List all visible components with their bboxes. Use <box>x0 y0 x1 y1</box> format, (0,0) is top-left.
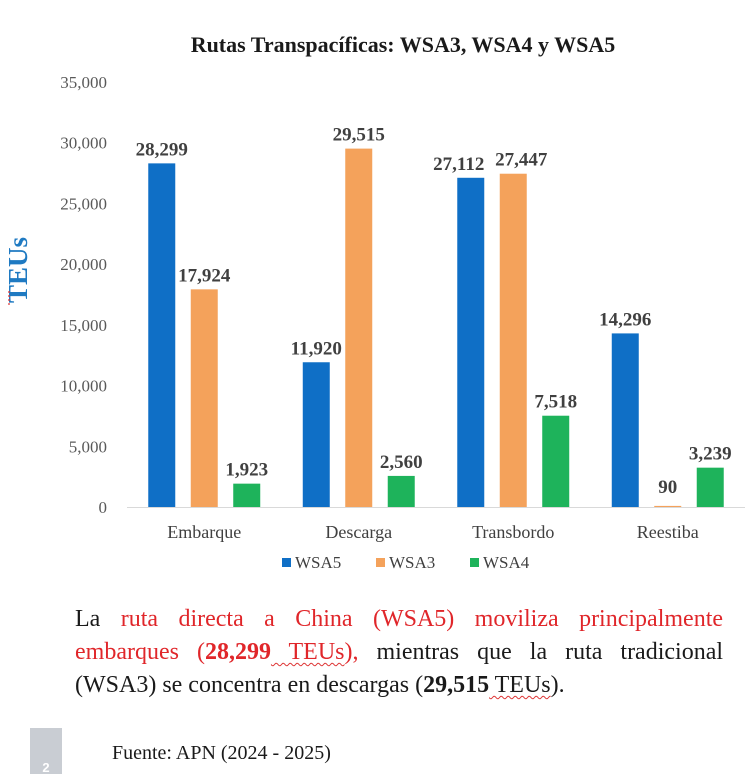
slide-number: 2 <box>30 728 62 774</box>
x-tick-label: Descarga <box>325 522 392 542</box>
bar-wsa5-embarque <box>148 163 176 507</box>
caption-highlight: ruta directa a China (WSA5) moviliza pri… <box>75 606 723 665</box>
y-tick-label: 5,000 <box>69 437 107 456</box>
bar-wsa4-embarque <box>233 483 261 507</box>
bar-wsa4-descarga <box>387 475 415 507</box>
y-tick-label: 10,000 <box>60 377 107 396</box>
caption: La ruta directa a China (WSA5) moviliza … <box>75 603 723 702</box>
caption-text-6: mientras que la ruta tradicional (WSA3) … <box>75 639 724 698</box>
legend-swatch-wsa4 <box>470 558 479 567</box>
y-tick-label: 30,000 <box>60 134 107 153</box>
chart-title: Rutas Transpacíficas: WSA3, WSA4 y WSA5 <box>191 32 616 57</box>
x-axis: Embarque Descarga Transbordo Reestiba <box>127 507 745 542</box>
data-label-wsa3-embarque: 17,924 <box>178 265 231 286</box>
y-axis: 0 5,000 10,000 15,000 20,000 25,000 30,000 35,0… <box>60 73 107 517</box>
y-tick-label: 15,000 <box>60 316 107 335</box>
x-tick-label: Transbordo <box>472 522 554 542</box>
bar-wsa3-reestiba <box>654 505 682 507</box>
legend-swatch-wsa5 <box>282 558 291 567</box>
data-label-wsa3-reestiba: 90 <box>658 477 677 498</box>
data-label-wsa4-descarga: 2,560 <box>380 452 423 473</box>
data-label-wsa5-embarque: 28,299 <box>136 139 188 160</box>
y-tick-label: 20,000 <box>60 255 107 274</box>
bar-wsa5-reestiba <box>611 333 639 507</box>
bar-wsa3-embarque <box>190 289 218 507</box>
data-labels: 28,299 17,924 1,923 11,920 29,515 2,560 27,112… <box>136 125 732 498</box>
data-label-wsa4-transbordo: 7,518 <box>534 392 577 413</box>
caption-value-embarque: 28,299 <box>204 639 271 665</box>
bar-wsa4-reestiba <box>696 467 724 507</box>
data-label-wsa5-reestiba: 14,296 <box>599 309 651 330</box>
caption-text-2: ruta directa a China (WSA5) moviliza pri… <box>75 606 724 665</box>
y-tick-label: 35,000 <box>60 73 107 92</box>
caption-value-descarga: 29,515 <box>423 672 490 698</box>
legend-label-wsa4: WSA4 <box>483 553 530 572</box>
legend: WSA5 WSA3 WSA4 <box>282 553 530 572</box>
caption-unit-1: TEUs <box>270 639 345 665</box>
x-tick-label: Reestiba <box>637 522 699 542</box>
bar-wsa5-descarga <box>302 362 330 507</box>
data-label-wsa5-transbordo: 27,112 <box>433 154 484 175</box>
y-tick-label: 25,000 <box>60 194 107 213</box>
caption-unit-2: TEUs <box>489 672 551 698</box>
source-note: Fuente: APN (2024 - 2025) <box>112 742 331 764</box>
bar-wsa5-transbordo <box>457 177 485 508</box>
y-axis-label: TEUs <box>3 237 33 303</box>
data-label-wsa4-reestiba: 3,239 <box>689 444 732 465</box>
bar-wsa3-descarga <box>345 148 373 507</box>
bar-wsa3-transbordo <box>499 173 527 507</box>
caption-text-9: ). <box>550 672 565 698</box>
legend-label-wsa5: WSA5 <box>295 553 341 572</box>
caption-text-1: La <box>75 606 121 632</box>
data-label-wsa4-embarque: 1,923 <box>225 460 268 481</box>
data-label-wsa5-descarga: 11,920 <box>291 338 342 359</box>
data-label-wsa3-descarga: 29,515 <box>333 125 385 146</box>
x-tick-label: Embarque <box>167 522 241 542</box>
bars <box>148 148 724 508</box>
y-tick-label: 0 <box>99 498 108 517</box>
data-label-wsa3-transbordo: 27,447 <box>495 150 548 171</box>
chart: Rutas Transpacíficas: WSA3, WSA4 y WSA5 … <box>3 32 745 572</box>
legend-label-wsa3: WSA3 <box>389 553 435 572</box>
legend-swatch-wsa3 <box>376 558 385 567</box>
caption-text-5: ), <box>344 639 359 665</box>
bar-wsa4-transbordo <box>542 415 570 507</box>
